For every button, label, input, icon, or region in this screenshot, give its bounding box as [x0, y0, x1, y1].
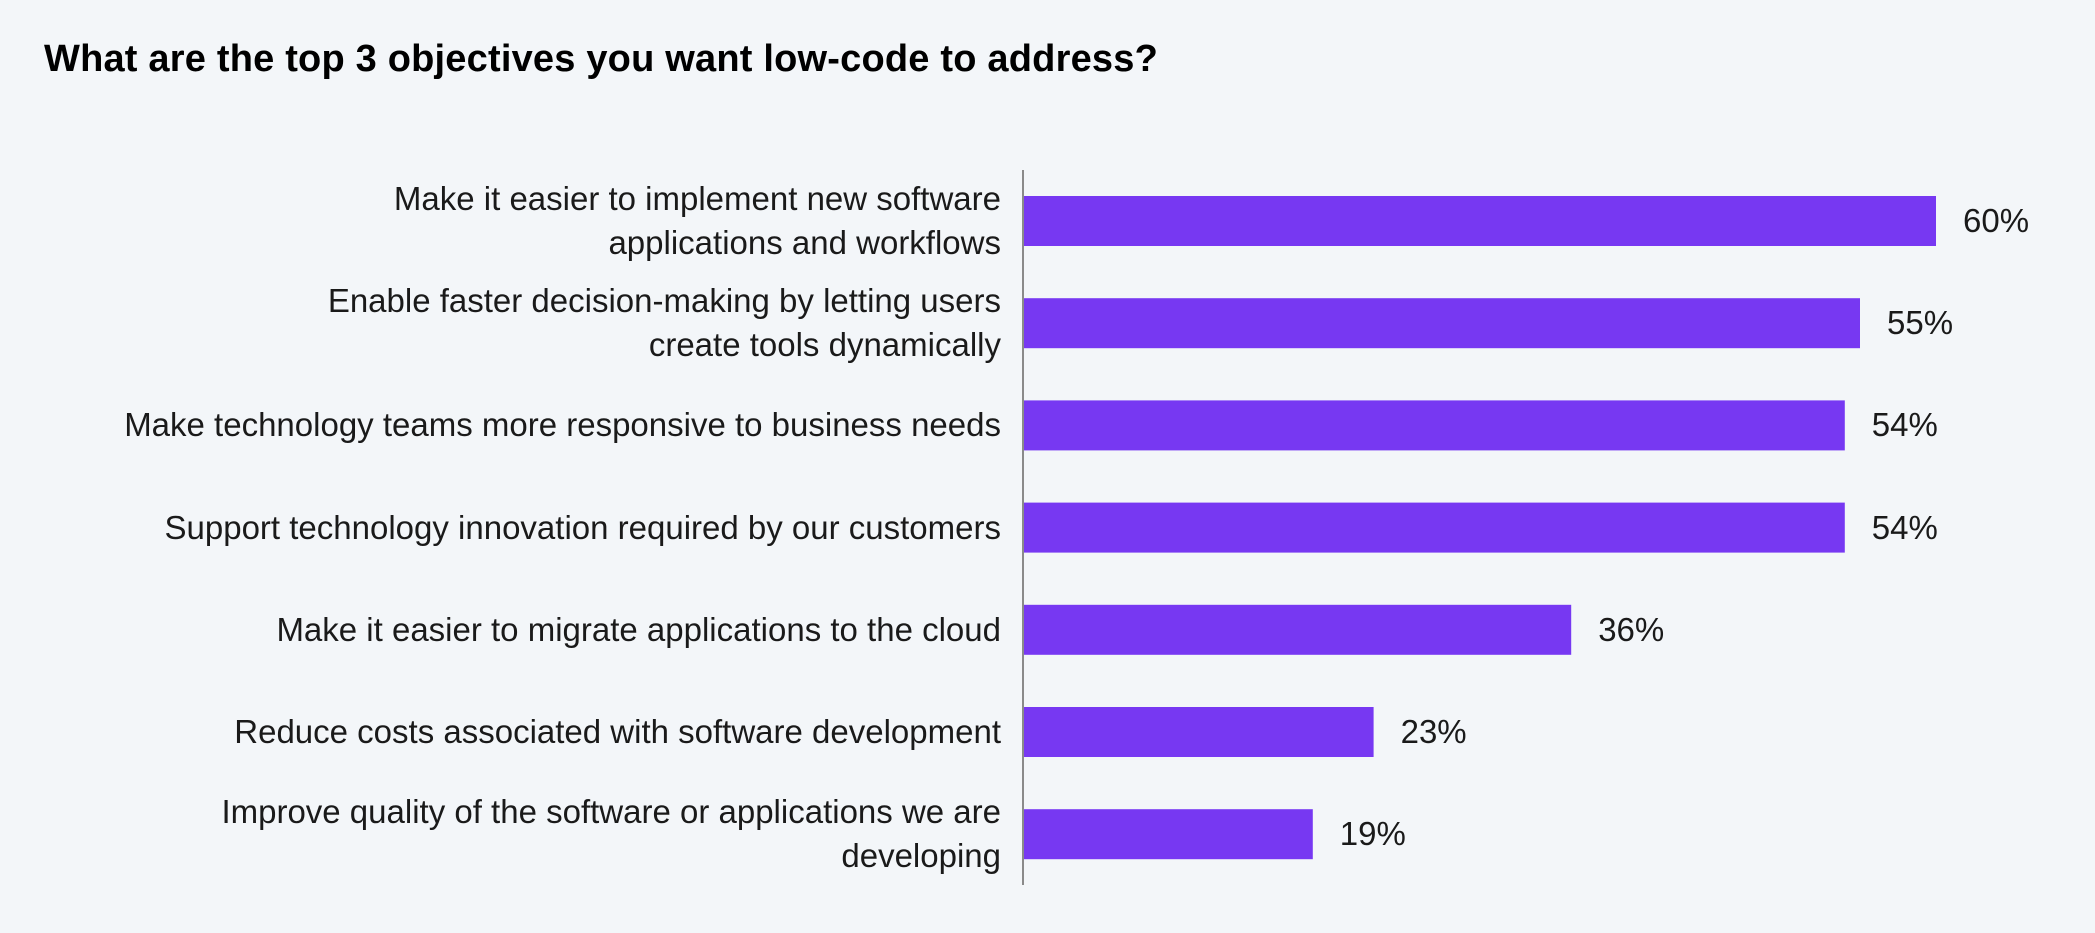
category-label-line: Make it easier to implement new software: [393, 180, 1001, 217]
category-label-line: Make technology teams more responsive to…: [124, 406, 1001, 444]
category-label-6: Improve quality of the software or appli…: [1, 790, 1001, 878]
value-label-2: 54%: [1871, 406, 1938, 444]
category-label-1: Enable faster decision-making by letting…: [1, 279, 1001, 367]
value-label-3: 54%: [1871, 508, 1938, 546]
bar-0: [1024, 196, 1936, 246]
category-label-5: Reduce costs associated with software de…: [1, 710, 1001, 754]
chart-title: What are the top 3 objectives you want l…: [44, 38, 1158, 80]
value-label-0: 60%: [1963, 202, 2030, 239]
category-label-line: applications and workflows: [608, 224, 1001, 261]
category-label-line: Support technology innovation required b…: [164, 508, 1002, 546]
category-label-3: Support technology innovation required b…: [1, 506, 1002, 550]
bar-3: [1024, 502, 1845, 553]
category-label-line: create tools dynamically: [648, 326, 1001, 364]
bar-4: [1024, 604, 1572, 655]
bar-6: [1024, 809, 1313, 860]
category-label-4: Make it easier to migrate applications t…: [1, 608, 1001, 652]
bar-2: [1024, 400, 1845, 451]
category-label-line: Improve quality of the software or appli…: [221, 793, 1001, 831]
bar-1: [1024, 298, 1860, 349]
category-label-line: developing: [841, 837, 1001, 875]
bar-5: [1024, 707, 1374, 757]
value-label-4: 36%: [1598, 610, 1665, 648]
value-label-6: 19%: [1339, 815, 1406, 853]
category-label-line: Reduce costs associated with software de…: [234, 713, 1001, 750]
category-label-line: Enable faster decision-making by letting…: [327, 282, 1001, 320]
value-label-5: 23%: [1400, 713, 1467, 750]
category-label-2: Make technology teams more responsive to…: [1, 403, 1001, 447]
category-label-0: Make it easier to implement new software…: [1, 177, 1001, 265]
category-label-line: Make it easier to migrate applications t…: [276, 610, 1001, 648]
value-label-1: 55%: [1887, 304, 1954, 342]
